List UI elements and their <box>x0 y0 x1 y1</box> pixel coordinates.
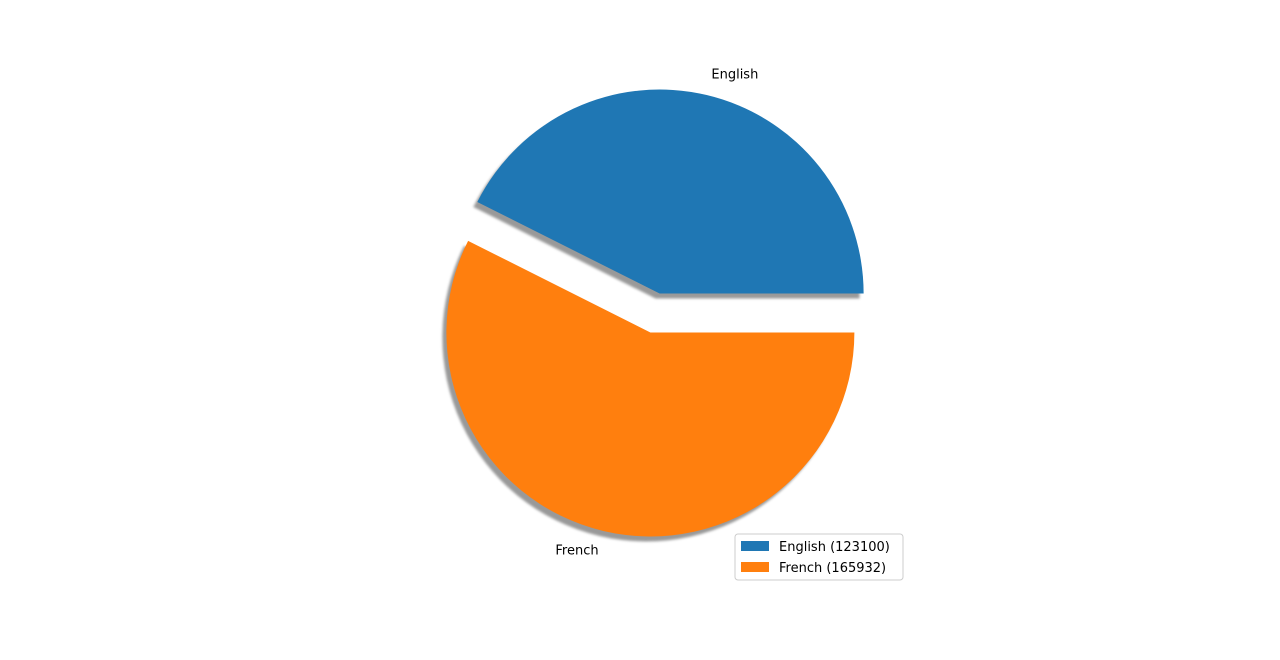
legend-label-english: English (123100) <box>779 540 890 555</box>
legend-swatch-english <box>741 541 769 551</box>
pie-slice-english <box>477 89 864 294</box>
pie-slices <box>446 89 864 537</box>
legend-swatch-french <box>741 562 769 572</box>
slice-label-english: English <box>711 68 758 83</box>
legend-frame <box>734 533 904 581</box>
slice-labels: English French <box>555 68 758 559</box>
slice-label-french: French <box>555 543 598 558</box>
legend: English (123100) French (165932) <box>734 533 904 581</box>
pie-slice-french <box>446 240 855 537</box>
legend-label-french: French (165932) <box>779 561 886 576</box>
